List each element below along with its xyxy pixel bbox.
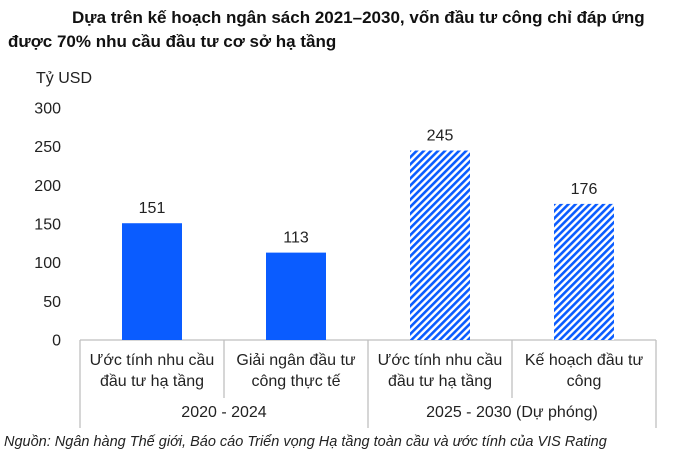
y-tick-label: 200: [34, 178, 61, 195]
bar: [122, 223, 182, 340]
y-tick-label: 100: [34, 255, 61, 272]
bar-value-label: 176: [571, 181, 598, 198]
source-note: Nguồn: Ngân hàng Thế giới, Báo cáo Triển…: [4, 434, 607, 450]
bar-value-label: 113: [283, 230, 309, 247]
y-axis-unit-label: Tỷ USD: [36, 70, 92, 87]
chart-title-line-1: Dựa trên kế hoạch ngân sách 2021–2030, v…: [72, 8, 645, 27]
y-tick-label: 300: [34, 101, 61, 118]
bar-value-label: 245: [427, 128, 454, 145]
group-label: 2025 - 2030 (Dự phóng): [426, 404, 598, 421]
bar-value-label: 151: [139, 200, 166, 217]
bar: [554, 203, 614, 340]
category-label: Kế hoạch đầu tư: [525, 352, 644, 369]
category-label: đầu tư hạ tầng: [388, 373, 492, 390]
category-label: Ước tính nhu cầu: [378, 352, 503, 369]
y-tick-label: 150: [34, 217, 61, 234]
y-tick-label: 0: [52, 333, 61, 350]
chart-title: Dựa trên kế hoạch ngân sách 2021–2030, v…: [8, 6, 672, 54]
bar: [410, 150, 470, 340]
group-label: 2020 - 2024: [181, 404, 267, 421]
y-tick-label: 250: [34, 139, 61, 156]
category-label: đầu tư hạ tầng: [100, 373, 204, 390]
bar: [266, 252, 326, 340]
y-tick-label: 50: [43, 294, 61, 311]
category-label: công thực tế: [252, 373, 341, 390]
category-label: Ước tính nhu cầu: [90, 352, 215, 369]
category-label: công: [567, 373, 602, 390]
category-label: Giải ngân đầu tư: [236, 352, 356, 369]
chart-title-line-2: được 70% nhu cầu đầu tư cơ sở hạ tầng: [8, 32, 337, 51]
